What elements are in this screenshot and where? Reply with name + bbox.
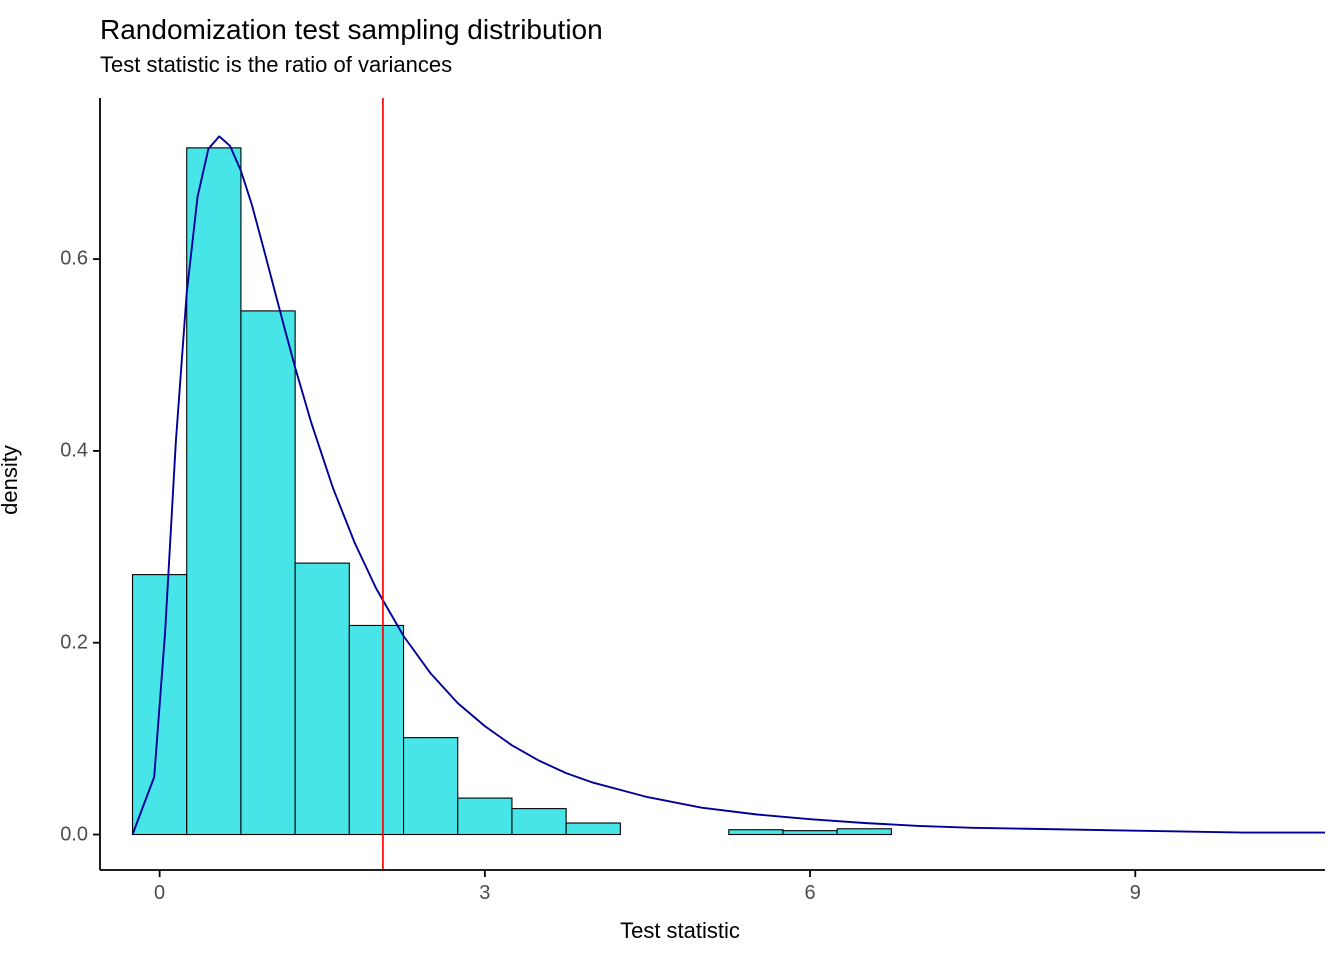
x-tick-label: 6	[790, 882, 830, 905]
y-tick-label: 0.6	[28, 248, 88, 271]
histogram-bar	[187, 148, 241, 835]
y-tick-label: 0.4	[28, 439, 88, 462]
histogram-bar	[512, 809, 566, 835]
y-axis-label: density	[0, 445, 23, 515]
histogram-bar	[783, 831, 837, 835]
chart-subtitle: Test statistic is the ratio of variances	[100, 52, 452, 78]
histogram-bar	[349, 625, 403, 834]
chart-container: Randomization test sampling distribution…	[0, 0, 1344, 960]
histogram-bar	[837, 829, 891, 835]
plot-svg	[0, 0, 1344, 960]
histogram-bar	[566, 823, 620, 835]
chart-title: Randomization test sampling distribution	[100, 14, 603, 46]
histogram-bar	[295, 563, 349, 834]
x-axis-label: Test statistic	[620, 918, 740, 944]
x-tick-label: 9	[1115, 882, 1155, 905]
x-tick-label: 3	[465, 882, 505, 905]
histogram-bar	[241, 311, 295, 835]
y-tick-label: 0.2	[28, 631, 88, 654]
histogram-bar	[458, 798, 512, 834]
histogram-bar	[404, 738, 458, 835]
y-tick-label: 0.0	[28, 823, 88, 846]
x-tick-label: 0	[140, 882, 180, 905]
histogram-bar	[729, 830, 783, 835]
